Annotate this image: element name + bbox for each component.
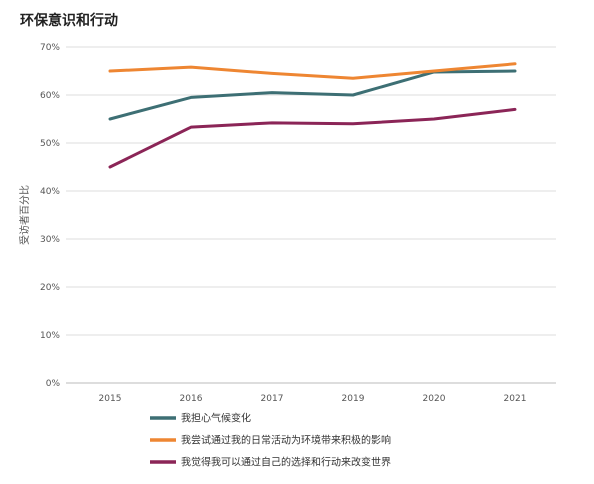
series-lines — [108, 62, 517, 169]
legend-label: 我觉得我可以通过自己的选择和行动来改变世界 — [181, 456, 391, 469]
legend-label: 我担心气候变化 — [181, 412, 251, 425]
y-tick-label: 40% — [40, 187, 60, 197]
y-tick-label: 30% — [40, 235, 60, 245]
series-line — [108, 107, 517, 169]
chart-title: 环保意识和行动 — [20, 13, 118, 29]
x-tick-label: 2017 — [261, 394, 284, 404]
y-tick-label: 70% — [40, 43, 60, 53]
x-axis-ticks: 2015 2016 2017 2019 2020 2021 — [99, 394, 527, 404]
y-tick-label: 20% — [40, 283, 60, 293]
x-tick-label: 2016 — [180, 394, 203, 404]
legend-label: 我尝试通过我的日常活动为环境带来积极的影响 — [181, 434, 391, 447]
y-tick-label: 10% — [40, 331, 60, 341]
y-axis-ticks: 0% 10% 20% 30% 40% 50% 60% 70% — [40, 43, 60, 389]
x-tick-label: 2019 — [342, 394, 365, 404]
series-line — [108, 62, 517, 80]
legend: 我担心气候变化我尝试通过我的日常活动为环境带来积极的影响我觉得我可以通过自己的选… — [150, 412, 391, 469]
y-axis-label: 受访者百分比 — [19, 185, 31, 245]
series-line — [108, 69, 517, 121]
gridlines — [66, 46, 556, 384]
x-tick-label: 2015 — [99, 394, 122, 404]
y-tick-label: 50% — [40, 139, 60, 149]
x-tick-label: 2021 — [504, 394, 527, 404]
y-tick-label: 0% — [46, 379, 61, 389]
x-tick-label: 2020 — [423, 394, 446, 404]
y-tick-label: 60% — [40, 91, 60, 101]
